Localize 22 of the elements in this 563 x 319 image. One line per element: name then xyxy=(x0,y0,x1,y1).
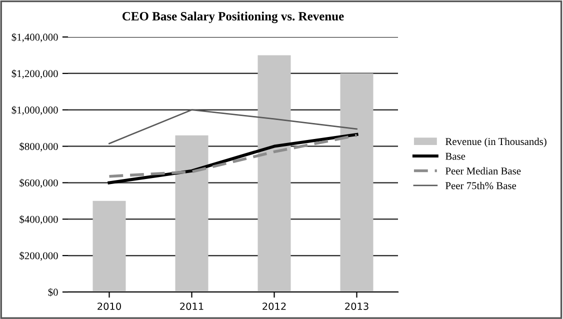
y-tick-label: $600,000 xyxy=(20,178,58,188)
y-tick-label: $200,000 xyxy=(20,252,58,261)
legend-label: Revenue (in Thousands) xyxy=(446,138,546,148)
x-tick-label: 2012 xyxy=(262,302,286,310)
y-tick-label: $400,000 xyxy=(20,215,58,224)
y-tick-label: $800,000 xyxy=(20,142,58,152)
bar xyxy=(340,73,374,292)
x-tick-label: 2010 xyxy=(98,302,121,310)
bar xyxy=(175,135,208,292)
x-tick-label: 2011 xyxy=(180,302,204,310)
bar xyxy=(92,200,126,292)
y-tick-label: $1,400,000 xyxy=(12,33,58,42)
y-tick-label: $0 xyxy=(48,288,58,296)
legend-label: Base xyxy=(446,152,466,160)
x-tick-label: 2013 xyxy=(345,302,368,310)
legend-label: Peer 75th% Base xyxy=(446,182,516,190)
line-series xyxy=(108,109,358,144)
y-tick-label: $1,200,000 xyxy=(12,70,58,79)
bar xyxy=(258,55,291,292)
y-tick-label: $1,000,000 xyxy=(12,106,58,116)
chart-title: CEO Base Salary Positioning vs. Revenue xyxy=(122,12,344,24)
legend-label: Peer Median Base xyxy=(446,167,521,174)
